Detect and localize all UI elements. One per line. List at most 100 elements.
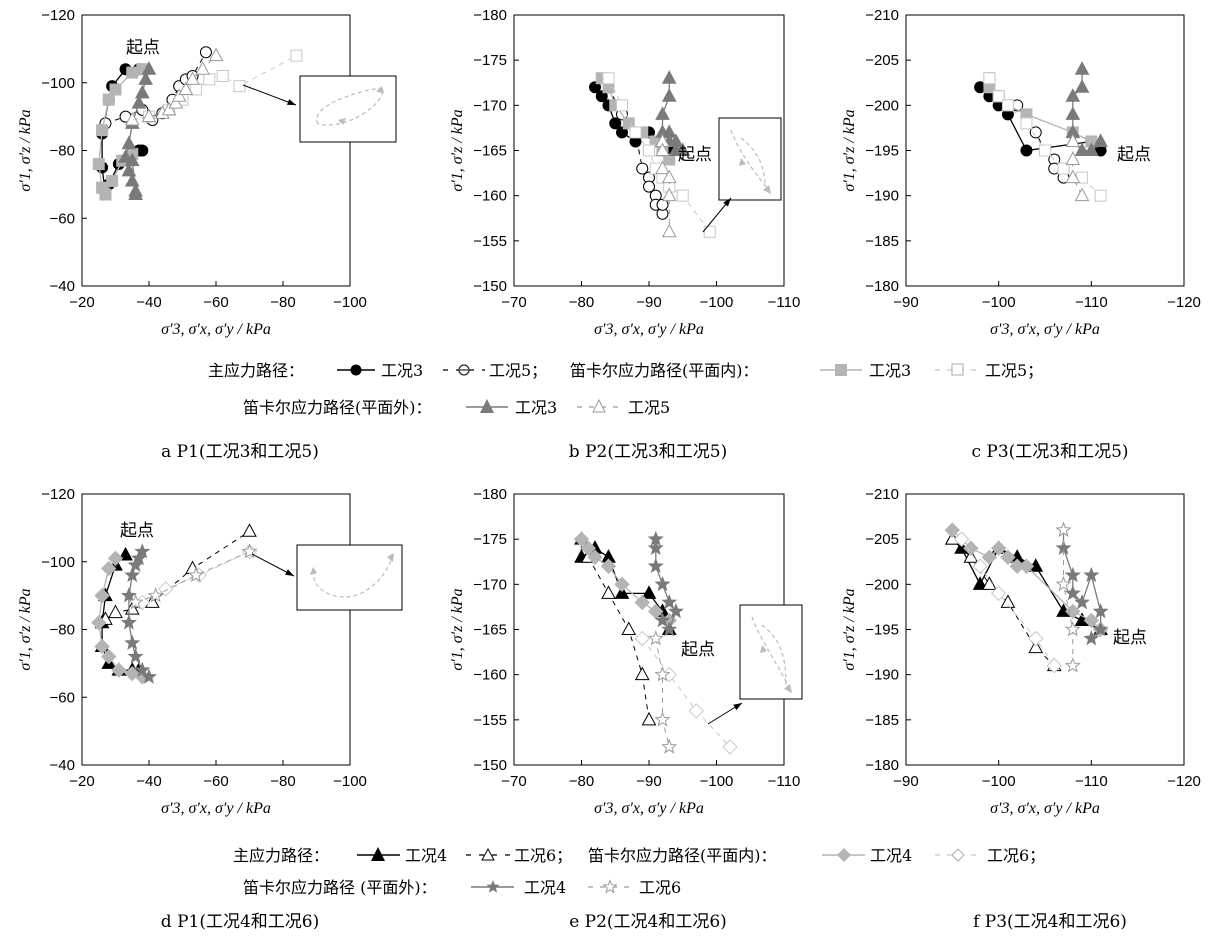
data-point-square: [663, 153, 676, 166]
data-point-triangle: [1065, 133, 1081, 147]
data-point-triangle: [141, 61, 157, 75]
data-point-triangle: [661, 70, 677, 84]
start-point-annotation: 起点: [681, 640, 715, 660]
series-3: [953, 531, 1062, 674]
data-point-square: [92, 158, 105, 171]
data-point-star: [1064, 621, 1081, 637]
data-point-triangle: [982, 576, 997, 590]
data-point-triangle: [655, 160, 670, 175]
data-point-triangle: [1093, 133, 1108, 147]
data-point-star: [134, 661, 151, 677]
data-point-circle: [1020, 144, 1033, 157]
data-point-triangle: [1083, 142, 1099, 156]
legend-bottom: 主应力路径： 工况4 工况6； 笛卡尔应力路径(平面内)： 工况4 工况6； 笛…: [233, 846, 1045, 897]
data-point-star: [647, 630, 664, 646]
series-5: [1065, 133, 1090, 202]
data-point-star: [661, 738, 678, 754]
series-5: [124, 47, 224, 126]
legend-top-cart-in-cond5: 工况5；: [985, 361, 1043, 380]
zoom-vert-arrowhead: [739, 158, 746, 166]
data-point-square: [992, 90, 1005, 103]
legend-marker-triangle-open-black: [481, 847, 495, 861]
x-tick-label: −70: [501, 773, 526, 790]
data-point-triangle: [1074, 142, 1090, 156]
y-tick-label: −60: [50, 210, 75, 227]
legend-top-cart-out-cond5: 工况5: [628, 398, 670, 417]
zoom-curve-arrowhead: [310, 567, 317, 575]
data-point-diamond: [580, 540, 596, 556]
x-tick-label: −110: [768, 294, 801, 311]
y-tick-label: −200: [865, 97, 899, 114]
data-point-star: [661, 593, 678, 610]
data-point-square: [216, 69, 229, 82]
data-point-diamond: [634, 630, 650, 647]
data-point-square: [126, 66, 139, 79]
legend-top-cart-out-label: 笛卡尔应力路径(平面外)：: [243, 398, 432, 417]
x-tick-label: −60: [203, 294, 228, 311]
legend-bottom-cart-out-label: 笛卡尔应力路径 (平面外)：: [243, 878, 437, 897]
legend-bottom-cart-out-cond6: 工况6: [639, 878, 681, 897]
y-tick-label: −210: [865, 486, 899, 503]
legend-top-principal-label: 主应力路径：: [208, 361, 304, 380]
data-point-triangle: [208, 47, 224, 62]
data-point-diamond: [972, 558, 988, 574]
panel-caption: f P3(工况4和工况6): [973, 912, 1127, 932]
data-point-triangle: [1074, 61, 1090, 75]
data-point-star: [187, 566, 204, 583]
series-line: [105, 530, 250, 620]
legend-top: 主应力路径： 工况3 工况5； 笛卡尔应力路径(平面内)： 工况3 工况5； 笛…: [208, 361, 1043, 417]
data-point-diamond: [587, 549, 603, 565]
series-1: [98, 523, 257, 625]
legend-top-cond3: 工况3: [381, 361, 423, 380]
data-point-diamond: [1083, 612, 1100, 629]
start-point-annotation: 起点: [1113, 628, 1147, 648]
start-point-annotation: 起点: [126, 38, 160, 58]
data-point-diamond: [614, 576, 630, 593]
series-line: [961, 538, 1055, 666]
data-point-star: [654, 711, 671, 727]
zoom-vert-path: [751, 616, 791, 690]
data-point-star: [661, 621, 678, 637]
data-point-triangle: [1000, 594, 1016, 608]
data-point-diamond: [91, 615, 107, 631]
zoom-loop-arrowhead: [338, 118, 346, 125]
x-tick-label: −20: [69, 773, 94, 790]
data-point-triangle: [141, 108, 157, 123]
data-point-star: [647, 539, 664, 556]
data-point-triangle: [1074, 187, 1090, 202]
zoom-inset: [702, 117, 782, 233]
zoom-arrow-line: [242, 84, 297, 106]
y-tick-label: −175: [473, 52, 507, 69]
data-point-star: [1083, 630, 1100, 646]
legend-top-cart-in-cond3: 工况3: [869, 361, 911, 380]
data-point-diamond: [101, 560, 117, 577]
legend-marker-square-open: [951, 363, 964, 376]
data-point-star: [120, 614, 137, 630]
y-tick-label: −175: [473, 531, 507, 548]
y-tick-label: −185: [865, 712, 899, 729]
legend-marker-star-open: [602, 879, 618, 894]
chart-panel-e: −70 −80 −90 −100 −110 −150 −155 −160 −165 −170 −17…: [449, 486, 803, 932]
data-point-diamond: [1000, 549, 1016, 565]
y-tick-label: −160: [473, 188, 507, 205]
x-tick-label: −70: [501, 294, 526, 311]
data-point-diamond: [688, 703, 704, 719]
y-tick-label: −200: [865, 576, 899, 593]
y-tick-label: −100: [41, 75, 75, 92]
y-tick-label: −150: [473, 278, 507, 295]
zoom-vert-path: [740, 137, 766, 187]
data-point-triangle: [138, 71, 153, 85]
data-point-square: [1039, 144, 1051, 157]
data-point-triangle: [661, 223, 677, 238]
data-point-diamond: [990, 585, 1007, 602]
y-tick-label: −170: [473, 97, 507, 114]
y-tick-label: −100: [41, 554, 75, 571]
data-point-star: [654, 575, 671, 592]
y-axis-label: σ′1, σ′z / kPa: [449, 109, 466, 191]
data-point-triangle: [178, 81, 194, 96]
series-5: [127, 543, 258, 610]
series-4: [118, 61, 157, 201]
data-point-star: [1092, 603, 1109, 619]
panel-caption: c P3(工况3和工况5): [971, 442, 1128, 462]
